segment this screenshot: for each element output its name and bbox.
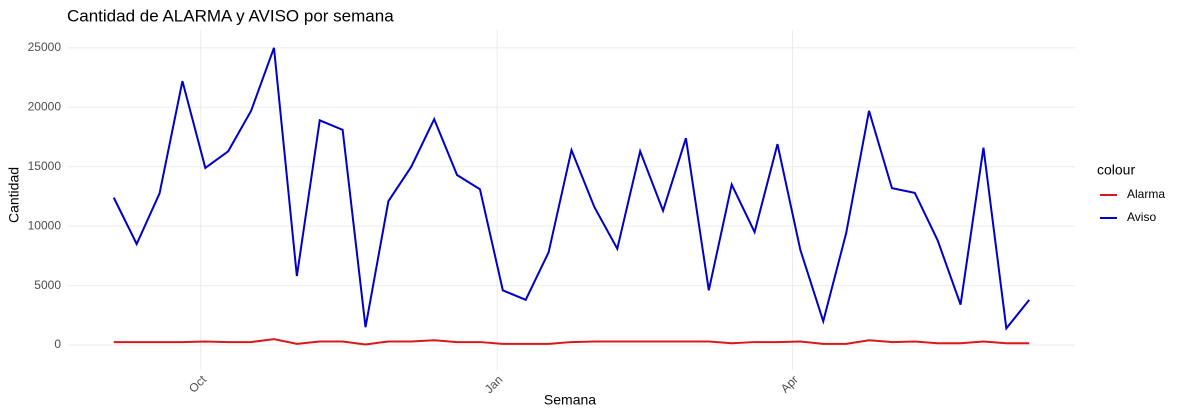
legend-label: Alarma (1127, 187, 1165, 201)
x-tick-label: Oct (186, 372, 210, 396)
x-axis-title: Semana (544, 392, 596, 408)
y-tick-label: 25000 (28, 40, 62, 54)
y-axis-title: Cantidad (6, 167, 22, 223)
legend-label: Aviso (1127, 210, 1156, 224)
legend-title: colour (1097, 162, 1135, 178)
y-tick-label: 20000 (28, 99, 62, 113)
chart-title: Cantidad de ALARMA y AVISO por semana (67, 6, 394, 25)
series-line (112, 47, 1031, 331)
y-tick-label: 10000 (28, 218, 62, 232)
y-tick-label: 5000 (34, 278, 61, 292)
x-tick-label: Jan (482, 372, 506, 396)
x-tick-label: Apr (778, 372, 801, 395)
series-line (113, 338, 1030, 346)
y-tick-label: 15000 (28, 159, 62, 173)
y-tick-label: 0 (54, 337, 61, 351)
